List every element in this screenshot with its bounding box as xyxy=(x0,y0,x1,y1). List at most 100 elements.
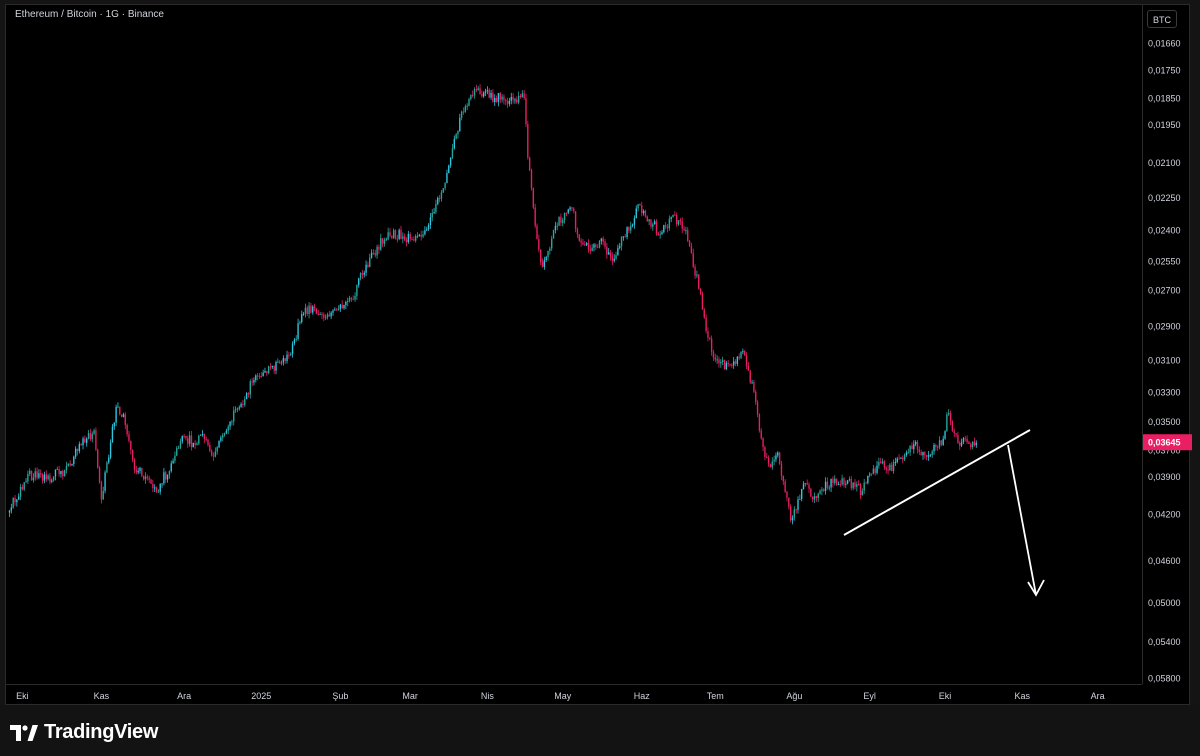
candle xyxy=(479,84,481,95)
candle xyxy=(600,237,603,245)
candle xyxy=(839,480,841,488)
candle xyxy=(933,442,935,455)
candle xyxy=(60,470,62,478)
price-axis[interactable]: 0,01660 0,01750 0,01850 0,01950 0,02100 0,022… xyxy=(1142,5,1192,684)
candle xyxy=(573,207,575,214)
candle xyxy=(510,92,512,105)
price-tick-label: 0,02400 xyxy=(1148,226,1181,236)
candle xyxy=(345,300,347,309)
candle xyxy=(67,463,70,467)
candle xyxy=(589,244,592,255)
candle xyxy=(130,440,132,455)
candle xyxy=(690,242,693,254)
candle xyxy=(709,337,711,341)
candle xyxy=(832,476,834,488)
candle xyxy=(334,307,336,311)
candle xyxy=(894,457,897,466)
candle xyxy=(808,482,810,493)
candle xyxy=(767,455,770,467)
price-tick-label: 0,05400 xyxy=(1148,637,1181,647)
price-chart[interactable] xyxy=(6,5,1142,684)
candle xyxy=(727,359,729,367)
candle xyxy=(159,483,161,495)
candle xyxy=(383,237,386,247)
candle xyxy=(234,406,237,413)
candle xyxy=(696,270,698,279)
candle xyxy=(310,302,312,314)
candle xyxy=(924,451,926,459)
support-trendline[interactable] xyxy=(843,429,1031,536)
candle xyxy=(477,86,479,91)
time-axis[interactable]: Eki Kas Ara 2025 Şub Mar Nis May Haz Tem Ağu Eyl Eki… xyxy=(6,684,1142,707)
candle xyxy=(769,463,772,468)
time-tick-label: Ağu xyxy=(786,691,802,701)
candle xyxy=(324,314,327,320)
candle xyxy=(275,360,277,375)
candle xyxy=(30,470,33,481)
candle xyxy=(227,424,229,435)
candle xyxy=(402,232,404,244)
candle xyxy=(834,475,836,486)
candle xyxy=(29,468,31,477)
candle xyxy=(499,91,501,104)
candle xyxy=(111,423,114,443)
candle xyxy=(277,358,279,364)
candle xyxy=(692,248,694,269)
candle xyxy=(813,492,816,504)
symbol-title[interactable]: Ethereum / Bitcoin · 1G · Binance xyxy=(15,9,164,20)
annotation-layer xyxy=(843,429,1045,597)
candle xyxy=(971,441,974,450)
price-tick-label: 0,03300 xyxy=(1148,387,1181,397)
candle xyxy=(391,235,393,240)
candle xyxy=(793,506,796,521)
candle xyxy=(80,442,82,446)
candle xyxy=(806,479,808,485)
candle xyxy=(448,164,450,174)
candle xyxy=(940,440,943,447)
candle xyxy=(267,365,270,375)
candle xyxy=(8,509,11,518)
candle xyxy=(543,256,546,270)
candle xyxy=(824,477,827,495)
candle xyxy=(231,419,233,426)
candle xyxy=(630,221,632,234)
candle xyxy=(913,440,915,454)
price-tick-label: 0,04600 xyxy=(1148,556,1181,566)
time-tick-label: Mar xyxy=(402,691,418,701)
candle xyxy=(348,295,351,303)
candle xyxy=(209,442,211,453)
candle xyxy=(40,469,42,478)
candle xyxy=(674,211,676,216)
brand[interactable]: TradingView xyxy=(10,721,158,744)
candle xyxy=(532,187,535,210)
candle xyxy=(424,226,426,236)
candle xyxy=(898,454,900,460)
candle xyxy=(683,225,685,232)
candle xyxy=(196,441,198,446)
candle xyxy=(852,482,854,491)
candle xyxy=(346,297,349,307)
candle xyxy=(694,264,696,279)
bearish-arrow[interactable] xyxy=(1007,444,1045,597)
candle xyxy=(293,338,296,346)
candle xyxy=(358,277,360,288)
candle xyxy=(652,222,654,231)
candle xyxy=(729,363,731,367)
time-tick-label: Tem xyxy=(707,691,724,701)
candle xyxy=(519,93,522,99)
candle xyxy=(356,284,358,300)
currency-button[interactable]: BTC xyxy=(1147,10,1177,28)
candle xyxy=(245,392,248,400)
candle xyxy=(54,469,57,481)
candle xyxy=(764,445,766,461)
time-tick-label: Kas xyxy=(1014,691,1030,701)
candle xyxy=(194,440,196,449)
candle xyxy=(881,458,884,465)
candle xyxy=(420,230,422,241)
candle xyxy=(721,356,724,366)
candle xyxy=(771,457,773,470)
candle xyxy=(699,288,702,295)
candle xyxy=(773,455,775,466)
candle xyxy=(98,465,101,484)
candle xyxy=(874,466,876,476)
